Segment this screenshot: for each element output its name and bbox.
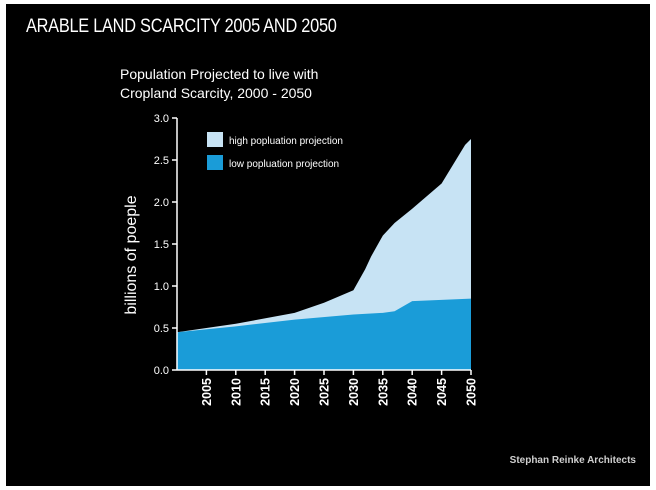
x-tick-label: 2005 — [200, 378, 214, 406]
x-tick-label: 2015 — [259, 378, 273, 406]
y-tick-label: 0.0 — [154, 365, 169, 377]
page-title: ARABLE LAND SCARCITY 2005 AND 2050 — [26, 16, 337, 37]
x-tick-label: 2030 — [347, 378, 361, 406]
legend-swatch-low — [207, 155, 223, 170]
x-tick-label: 2050 — [465, 378, 479, 406]
chart-title-line-1: Population Projected to live with — [120, 66, 319, 82]
x-tick-label: 2040 — [406, 378, 420, 406]
y-tick-label: 2.5 — [154, 155, 169, 167]
x-tick-label: 2035 — [376, 378, 390, 406]
x-tick-label: 2025 — [318, 378, 332, 406]
credit: Stephan Reinke Architects — [509, 455, 636, 466]
series-area-low — [177, 298, 471, 370]
legend-label-high: high popluation projection — [229, 136, 343, 147]
x-tick-label: 2045 — [435, 378, 449, 406]
y-tick-label: 2.0 — [154, 197, 169, 209]
x-tick-label: 2020 — [288, 378, 302, 406]
x-tick-label: 2010 — [229, 378, 243, 406]
slide: ARABLE LAND SCARCITY 2005 AND 2050 Popul… — [6, 4, 650, 486]
y-axis-label: billions of poeple — [123, 195, 140, 314]
chart-title-line-2: Cropland Scarcity, 2000 - 2050 — [120, 85, 312, 101]
y-tick-label: 3.0 — [154, 113, 169, 125]
y-tick-label: 1.5 — [154, 239, 169, 251]
legend-label-low: low popluation projection — [229, 159, 339, 170]
chart-title: Population Projected to live with Cropla… — [120, 65, 318, 103]
legend-swatch-high — [207, 132, 223, 147]
y-tick-label: 1.0 — [154, 281, 169, 293]
y-tick-label: 0.5 — [154, 323, 169, 335]
